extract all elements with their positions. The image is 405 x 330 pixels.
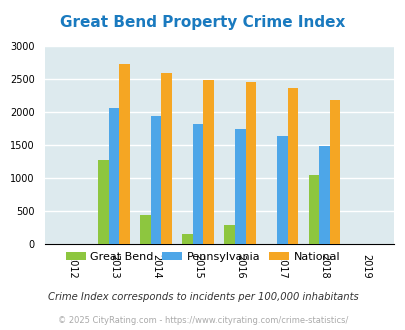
Bar [119, 64, 130, 244]
Bar [245, 82, 256, 244]
Text: Crime Index corresponds to incidents per 100,000 inhabitants: Crime Index corresponds to incidents per… [47, 292, 358, 302]
Bar [308, 175, 318, 244]
Bar [151, 116, 161, 244]
Bar [329, 100, 339, 244]
Bar [140, 215, 151, 244]
Bar [203, 80, 213, 244]
Text: Great Bend Property Crime Index: Great Bend Property Crime Index [60, 15, 345, 30]
Bar [182, 234, 192, 244]
Bar [192, 124, 203, 244]
Bar [161, 73, 171, 244]
Legend: Great Bend, Pennsylvania, National: Great Bend, Pennsylvania, National [61, 248, 344, 267]
Bar [109, 108, 119, 244]
Bar [318, 146, 329, 244]
Bar [224, 225, 234, 244]
Bar [287, 88, 297, 244]
Bar [98, 160, 109, 244]
Bar [276, 136, 287, 244]
Bar [234, 129, 245, 244]
Text: © 2025 CityRating.com - https://www.cityrating.com/crime-statistics/: © 2025 CityRating.com - https://www.city… [58, 316, 347, 325]
